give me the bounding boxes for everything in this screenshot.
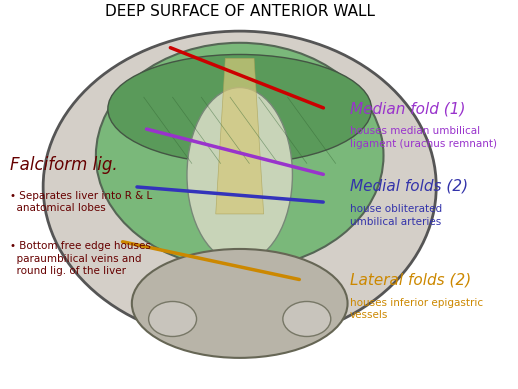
Text: Median fold (1): Median fold (1) (350, 101, 466, 116)
Text: houses median umbilical
ligament (urachus remnant): houses median umbilical ligament (urachu… (350, 126, 497, 149)
Ellipse shape (108, 54, 371, 163)
Text: • Bottom free edge houses
  paraumbilical veins and
  round lig. of the liver: • Bottom free edge houses paraumbilical … (10, 241, 150, 276)
Text: house obliterated
umbilical arteries: house obliterated umbilical arteries (350, 204, 442, 227)
Text: DEEP SURFACE OF ANTERIOR WALL: DEEP SURFACE OF ANTERIOR WALL (105, 4, 375, 19)
Text: • Separates liver into R & L
  anatomical lobes: • Separates liver into R & L anatomical … (10, 191, 152, 213)
Ellipse shape (96, 43, 383, 268)
Ellipse shape (149, 301, 196, 336)
Ellipse shape (43, 31, 436, 342)
Ellipse shape (187, 88, 293, 263)
Ellipse shape (283, 301, 331, 336)
Text: houses inferior epigastric
vessels: houses inferior epigastric vessels (350, 298, 483, 320)
Text: Lateral folds (2): Lateral folds (2) (350, 272, 471, 287)
Ellipse shape (132, 249, 348, 358)
Polygon shape (215, 58, 264, 214)
Text: Medial folds (2): Medial folds (2) (350, 179, 468, 194)
Text: Falciform lig.: Falciform lig. (10, 156, 117, 173)
